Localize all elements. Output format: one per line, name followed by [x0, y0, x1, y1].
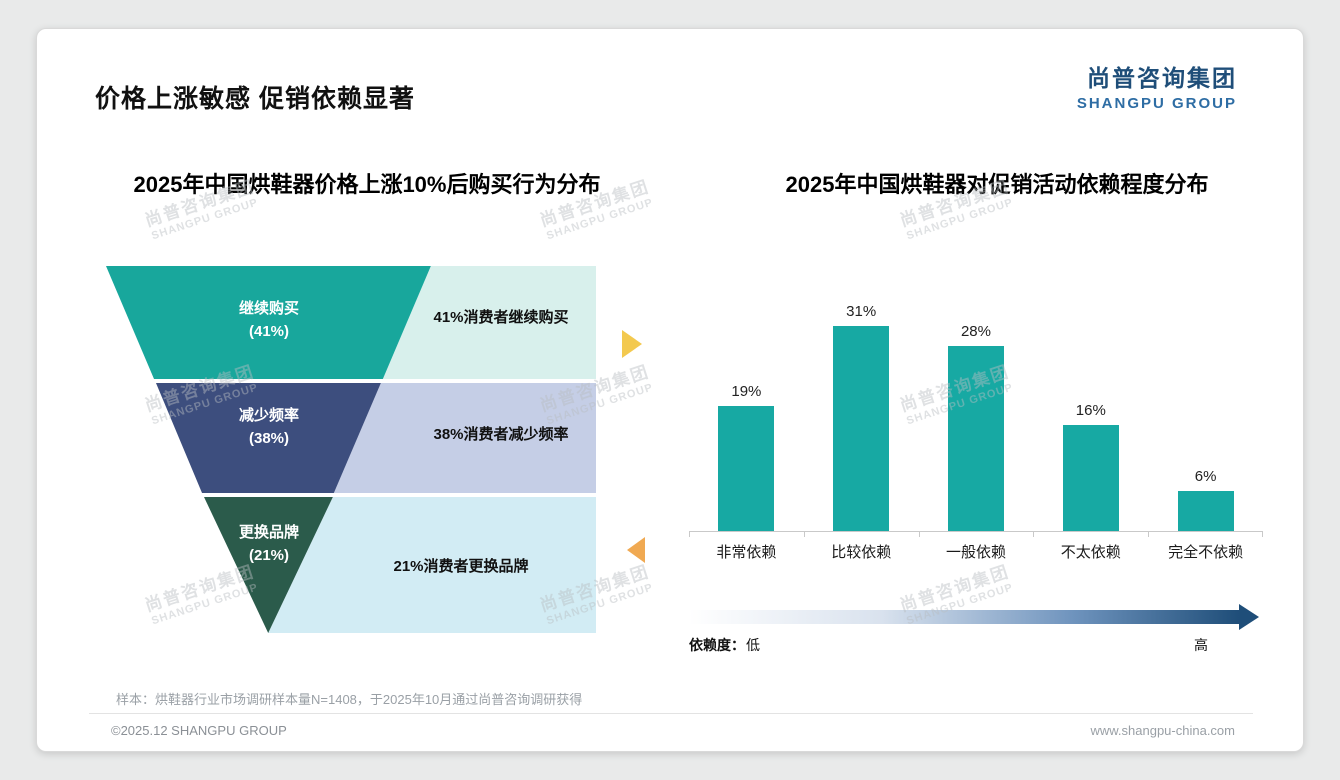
dependency-axis-labels: 依赖度： 低 高 [689, 635, 1263, 653]
bar-columns: 19% 31% 28% 16% 6% [689, 279, 1263, 531]
funnel-level-row: 减少频率 (38%) 38%消费者减少频率 [106, 383, 596, 493]
bar-category-label: 一般依赖 [945, 544, 1006, 561]
funnel-desc-panel [333, 383, 596, 493]
slide-card: 尚普咨询集团 SHANGPU GROUP 尚普咨询集团 SHANGPU GROUP 尚普… [36, 28, 1304, 752]
funnel-level-name: 更换品牌 [238, 524, 299, 541]
axis-tick [1033, 532, 1034, 537]
bar-chart-axis [689, 531, 1263, 537]
bar-value-label: 19% [731, 383, 762, 400]
funnel-segment-label: 更换品牌 (21%) [106, 522, 432, 567]
page-title: 价格上涨敏感 促销依赖显著 [95, 85, 415, 113]
bar [1062, 425, 1119, 531]
logo-cn-text: 尚普咨询集团 [1087, 65, 1237, 91]
funnel-level-row: 更换品牌 (21%) 21%消费者更换品牌 [106, 497, 596, 633]
website-text: www.shangpu-china.com [1090, 723, 1235, 738]
gradient-arrow-body [689, 610, 1239, 624]
bar-column: 31% [804, 303, 919, 531]
bar-category-label: 比较依赖 [831, 544, 892, 561]
bar-value-label: 31% [846, 303, 877, 320]
dependency-axis-title: 依赖度： [689, 637, 745, 653]
funnel-level-pct: (21%) [248, 546, 289, 564]
funnel-segment-label: 继续购买 (41%) [106, 298, 432, 343]
company-logo: 尚普咨询集团 SHANGPU GROUP [1077, 59, 1237, 112]
funnel-segment [106, 266, 431, 379]
funnel-level-name: 继续购买 [238, 300, 299, 317]
bar [833, 326, 890, 531]
accent-arrow-left-icon [627, 537, 645, 563]
funnel-desc-panel [268, 497, 596, 633]
funnel-level-pct: (41%) [248, 322, 289, 340]
bar-column: 16% [1033, 402, 1148, 531]
bar-categories: 非常依赖 比较依赖 一般依赖 不太依赖 完全不依赖 [689, 541, 1263, 562]
gradient-arrow-head-icon [1239, 604, 1259, 630]
dependency-high-label: 高 [1194, 637, 1208, 653]
dependency-low-label: 低 [746, 637, 760, 653]
funnel-chart: 继续购买 (41%) 41%消费者继续购买 减少频率 (38%) 38%消费者减… [106, 266, 596, 633]
bar-column: 6% [1148, 468, 1263, 531]
bar-column: 19% [689, 383, 804, 531]
footer-divider [89, 713, 1253, 714]
sample-note: 样本：烘鞋器行业市场调研样本量N=1408，于2025年10月通过尚普咨询调研获… [116, 692, 583, 707]
bar-column: 28% [919, 323, 1034, 531]
bar-value-label: 6% [1194, 468, 1217, 485]
funnel-level-desc: 38%消费者减少频率 [433, 426, 569, 443]
accent-arrow-right-icon [622, 330, 642, 358]
axis-tick [804, 532, 805, 537]
funnel-level-desc: 21%消费者更换品牌 [393, 558, 529, 575]
funnel-segment-label: 减少频率 (38%) [106, 405, 432, 450]
bar-category-label: 非常依赖 [716, 544, 777, 561]
bar-chart-title: 2025年中国烘鞋器对促销活动依赖程度分布 [785, 172, 1209, 197]
axis-tick [1148, 532, 1149, 537]
bar-category-label: 不太依赖 [1060, 544, 1121, 561]
logo-en-text: SHANGPU GROUP [1076, 95, 1237, 112]
funnel-level-pct: (38%) [248, 429, 289, 447]
bar [1177, 491, 1234, 531]
axis-tick [689, 532, 690, 537]
funnel-level-name: 减少频率 [238, 407, 299, 424]
funnel-level-row: 继续购买 (41%) 41%消费者继续购买 [106, 266, 596, 379]
copyright-text: ©2025.12 SHANGPU GROUP [111, 723, 287, 738]
bar [947, 346, 1004, 531]
axis-tick [1262, 532, 1263, 537]
bar-value-label: 28% [960, 323, 991, 340]
bar-category-label: 完全不依赖 [1168, 544, 1244, 561]
dependency-gradient-arrow [689, 604, 1263, 630]
bar [718, 406, 775, 531]
bar-value-label: 16% [1075, 402, 1106, 419]
funnel-level-desc: 41%消费者继续购买 [433, 309, 569, 326]
funnel-chart-title: 2025年中国烘鞋器价格上涨10%后购买行为分布 [133, 172, 601, 197]
axis-tick [919, 532, 920, 537]
